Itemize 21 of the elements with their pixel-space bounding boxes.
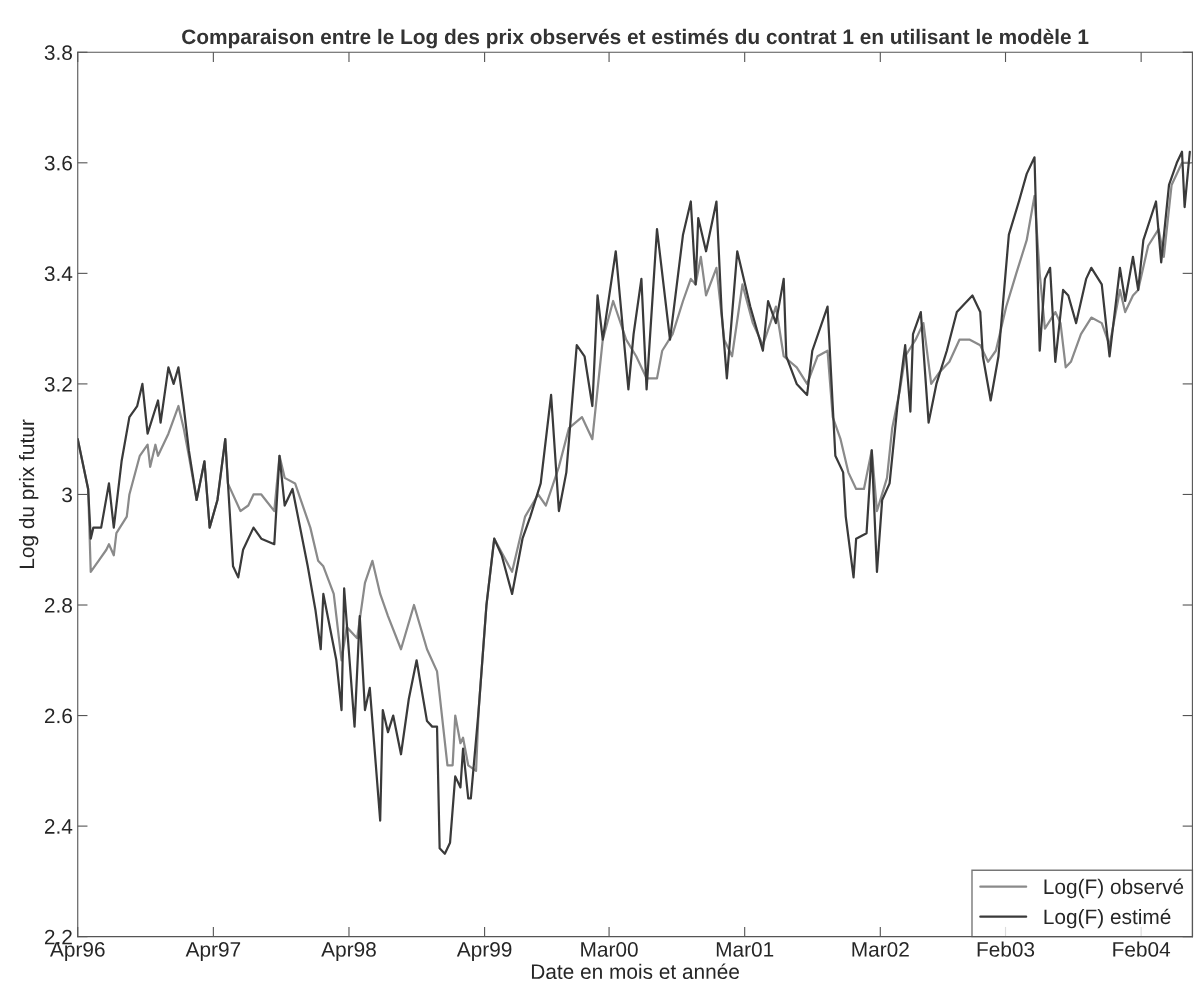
chart-title: Comparaison entre le Log des prix observés et estimés du contrat 1 en utilisant le modèle 1 [182, 28, 1089, 49]
x-tick-label: Feb04 [1113, 941, 1171, 957]
x-tick-label: Mar02 [852, 942, 909, 957]
y-tick-label: 3.6 [44, 155, 72, 171]
x-tick-label: Feb03 [977, 941, 1035, 957]
x-tick-label: Mar01 [716, 942, 774, 957]
x-tick-label: Apr98 [321, 942, 376, 961]
y-tick-label: 3 [62, 487, 72, 503]
x-tick-label: Mar00 [581, 942, 638, 957]
x-tick-label: Apr97 [185, 942, 241, 961]
y-axis-title: Log du prix futur [18, 419, 39, 569]
legend-label: Log(F) observé [1044, 878, 1184, 899]
y-tick-label: 2.4 [44, 819, 73, 834]
y-tick-label: 2.8 [44, 598, 72, 613]
y-tick-label: 3.4 [44, 266, 73, 282]
x-tick-label: Apr99 [456, 942, 512, 961]
y-tick-label: 3.8 [44, 45, 72, 61]
y-tick-label: 2.6 [44, 708, 72, 724]
x-axis-title: Date en mois et année [531, 963, 739, 980]
legend-label: Log(F) estimé [1044, 908, 1171, 929]
y-tick-label: 3.2 [44, 376, 72, 392]
